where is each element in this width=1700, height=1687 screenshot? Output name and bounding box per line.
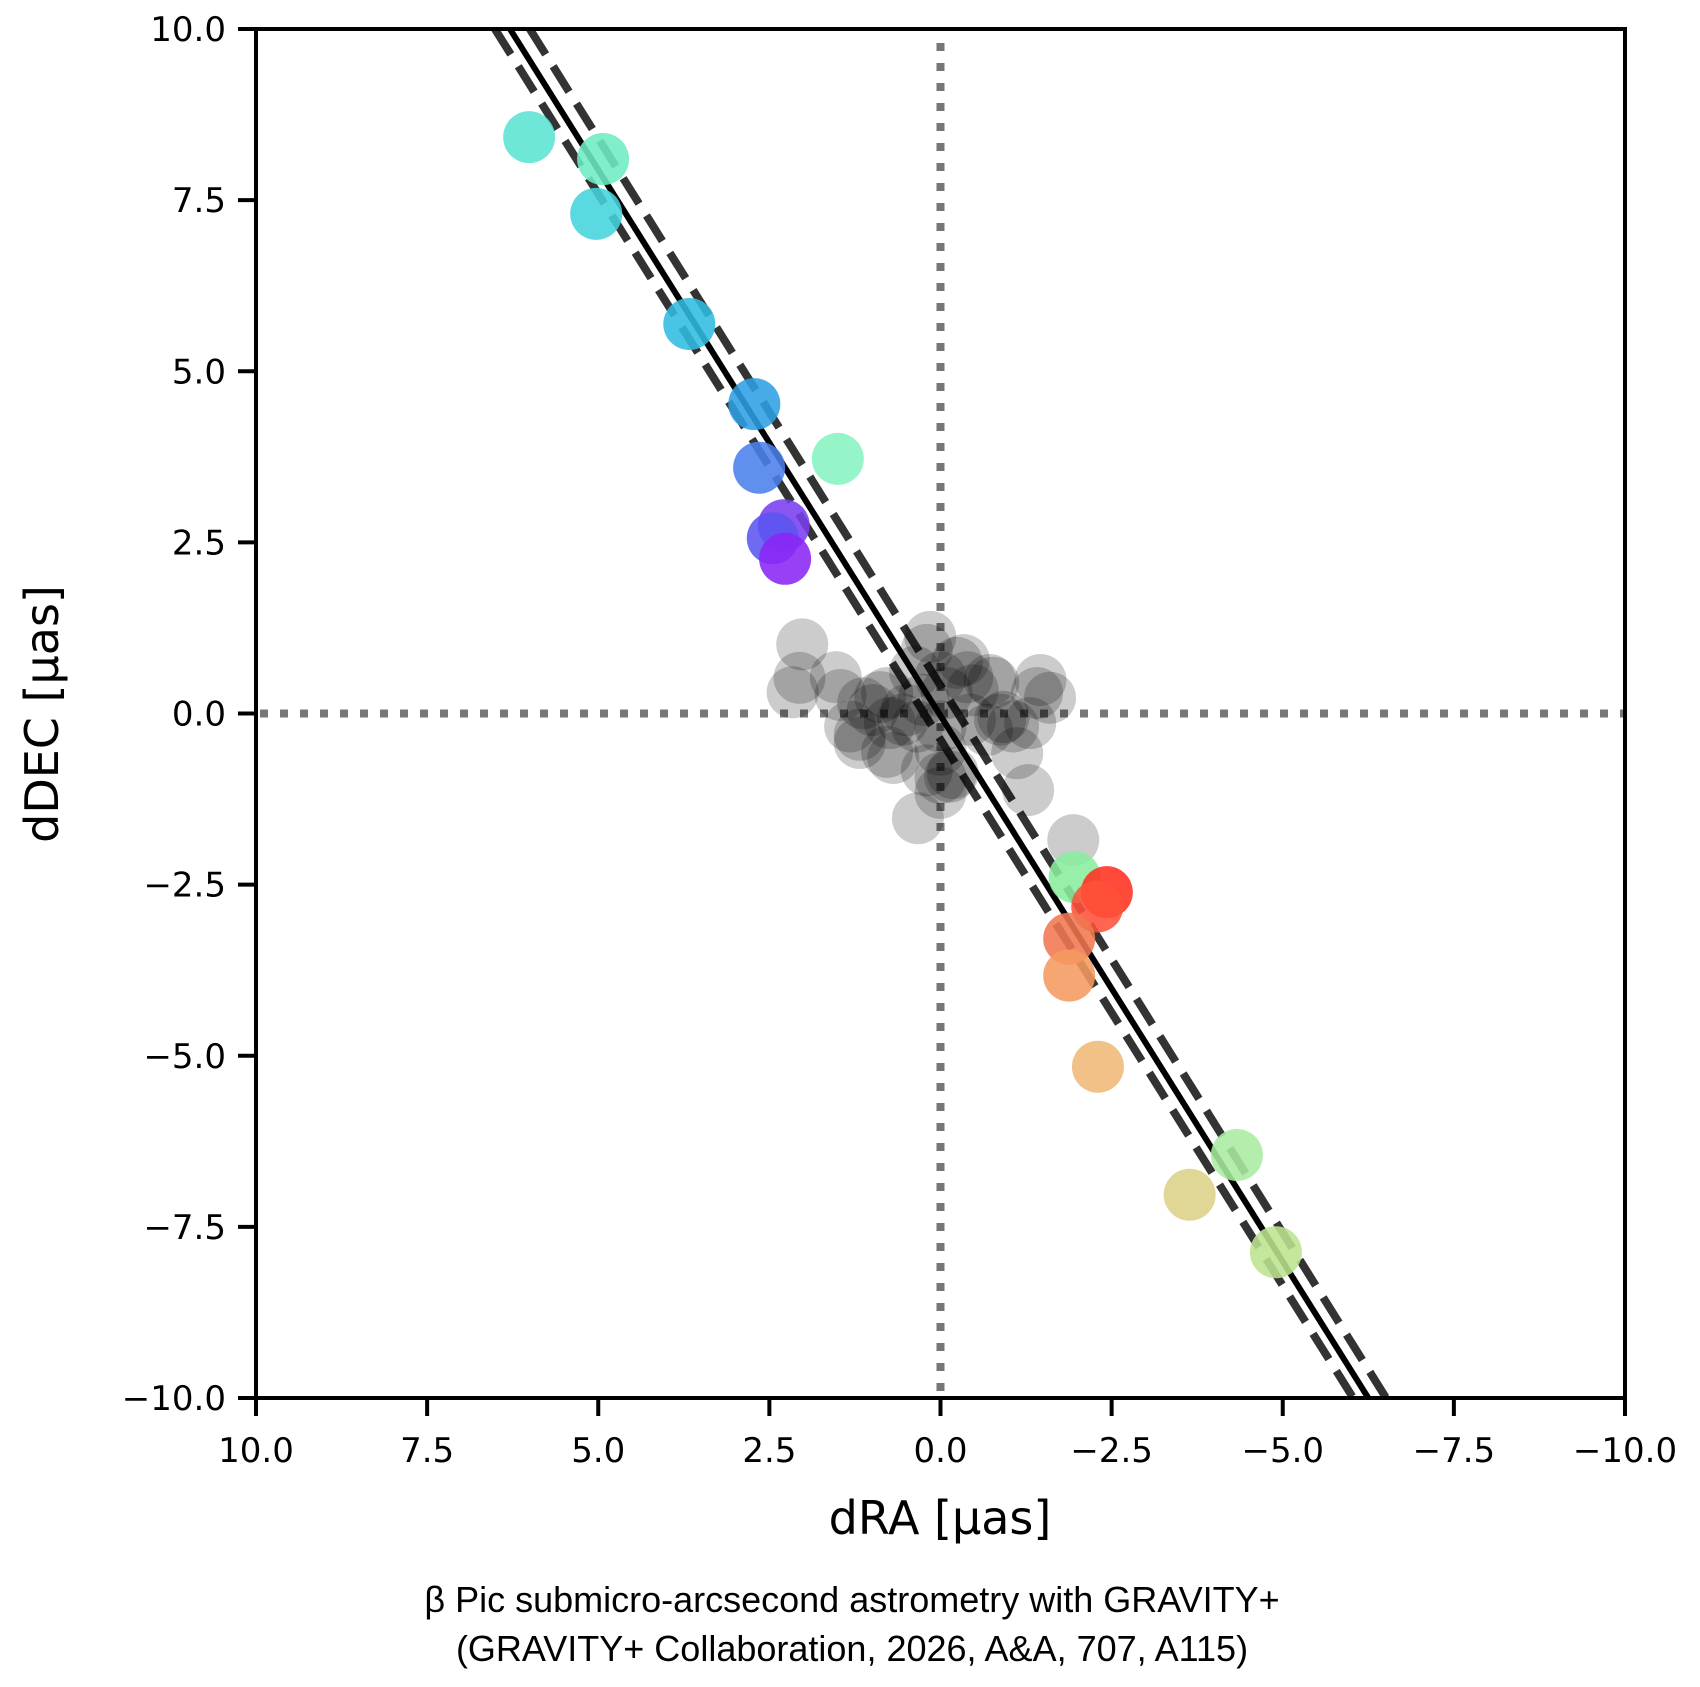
reference-point	[837, 677, 890, 730]
x-tick-label: 7.5	[400, 1431, 454, 1471]
x-tick-label: −7.5	[1413, 1431, 1496, 1471]
epoch-point	[1071, 1040, 1124, 1093]
reference-cluster-points	[766, 610, 1100, 867]
epoch-point	[811, 432, 864, 485]
reference-point	[867, 731, 920, 784]
epoch-point	[577, 133, 630, 186]
reference-point	[946, 664, 999, 717]
reference-point	[833, 708, 886, 761]
fit-line-fit-bound-1	[491, 26, 1357, 1401]
y-tick-label: −5.0	[143, 1037, 226, 1077]
reference-point	[967, 656, 1020, 709]
x-tick-label: 2.5	[742, 1431, 796, 1471]
y-axis-label: dDEC [μas]	[15, 585, 69, 843]
y-tick-label: 0.0	[172, 695, 226, 735]
epoch-point	[759, 532, 812, 585]
reference-point	[900, 623, 953, 676]
x-tick-label: −2.5	[1070, 1431, 1153, 1471]
caption-line-2: (GRAVITY+ Collaboration, 2026, A&A, 707,…	[456, 1628, 1248, 1669]
reference-point	[987, 700, 1040, 753]
reference-point	[930, 636, 983, 689]
reference-point	[854, 671, 907, 724]
reference-point	[914, 751, 967, 804]
reference-point	[914, 766, 967, 819]
reference-point	[1004, 697, 1057, 750]
y-tick-label: 2.5	[172, 523, 226, 563]
epoch-point	[733, 441, 786, 494]
epoch-point	[663, 298, 716, 351]
epoch-point	[1249, 1226, 1302, 1279]
reference-point	[941, 651, 994, 704]
reference-point	[1014, 653, 1067, 706]
reference-point	[924, 750, 977, 803]
y-tick-label: 7.5	[172, 181, 226, 221]
x-axis-label: dRA [μas]	[829, 1491, 1052, 1545]
reference-point	[814, 669, 867, 722]
y-tick-label: 10.0	[150, 10, 226, 50]
y-tick-label: 5.0	[172, 352, 226, 392]
reference-point	[977, 690, 1030, 743]
reference-point	[891, 792, 944, 845]
reference-point	[861, 666, 914, 719]
reference-point	[914, 723, 967, 776]
caption-line-1: β Pic submicro-arcsecond astrometry with…	[424, 1579, 1279, 1620]
epoch-point	[1210, 1129, 1263, 1182]
reference-point	[889, 645, 942, 698]
y-tick-label: −7.5	[143, 1208, 226, 1248]
reference-point	[974, 693, 1027, 746]
reference-point	[963, 653, 1016, 706]
reference-point	[880, 684, 933, 737]
reference-point	[809, 651, 862, 704]
reference-point	[773, 651, 826, 704]
reference-point	[900, 744, 953, 797]
reference-point	[943, 693, 996, 746]
reference-point	[876, 693, 929, 746]
reference-point	[776, 618, 829, 671]
x-tick-label: 0.0	[913, 1431, 967, 1471]
x-tick-label: 5.0	[571, 1431, 625, 1471]
reference-point	[914, 700, 967, 753]
reference-point	[863, 697, 916, 750]
reference-point	[1011, 666, 1064, 719]
x-tick-label: −10.0	[1573, 1431, 1677, 1471]
reference-point	[766, 666, 819, 719]
reference-point	[833, 716, 886, 769]
reference-point	[937, 634, 990, 687]
reference-point	[920, 666, 973, 719]
reference-point	[1047, 814, 1100, 867]
x-tick-label: −5.0	[1241, 1431, 1324, 1471]
y-tick-label: −10.0	[122, 1379, 226, 1419]
reference-point	[897, 673, 950, 726]
x-tick-label: 10.0	[218, 1431, 294, 1471]
colored-epoch-points	[503, 111, 1302, 1279]
reference-point	[824, 700, 877, 753]
reference-point	[1002, 764, 1055, 817]
epoch-point	[728, 378, 781, 431]
reference-point	[846, 684, 899, 737]
reference-point	[904, 610, 957, 663]
epoch-point	[1043, 912, 1096, 965]
axis-ticks: 10.0 7.5 5.0 2.5 0.0 −2.5 −5.0 −7.5 −10.0 10.0 7.5…	[122, 10, 1677, 1471]
epoch-point	[1043, 949, 1096, 1002]
reference-point	[861, 725, 914, 778]
epoch-point	[570, 187, 623, 240]
reference-point	[1024, 671, 1077, 724]
reference-point	[991, 727, 1044, 780]
reference-point	[926, 747, 979, 800]
reference-point	[961, 703, 1014, 756]
epoch-point	[503, 111, 556, 164]
reference-point	[914, 651, 967, 704]
epoch-point	[1163, 1168, 1216, 1221]
y-tick-label: −2.5	[143, 866, 226, 906]
reference-point	[891, 700, 944, 753]
